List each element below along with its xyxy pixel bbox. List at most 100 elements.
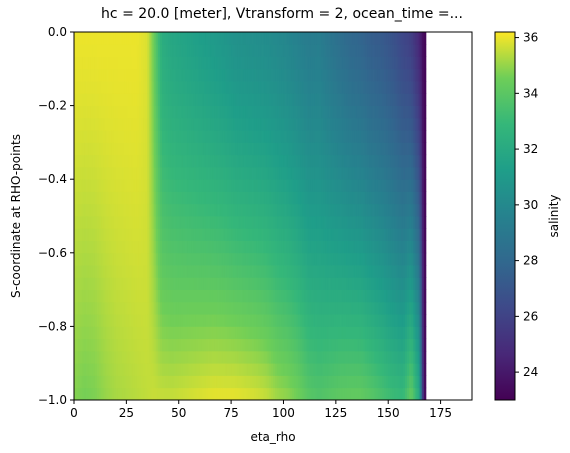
- heatmap-cell: [289, 68, 293, 82]
- heatmap-cell: [291, 191, 295, 205]
- heatmap-cell: [270, 228, 274, 241]
- heatmap-cell: [289, 130, 293, 143]
- heatmap-cell: [101, 44, 104, 57]
- heatmap-cell: [369, 105, 372, 119]
- heatmap-cell: [264, 228, 268, 241]
- heatmap-cell: [266, 154, 270, 168]
- heatmap-cell: [333, 105, 337, 119]
- heatmap-cell: [174, 68, 178, 82]
- heatmap-cell: [285, 326, 289, 340]
- heatmap-cell: [256, 81, 259, 94]
- heatmap-cell: [279, 265, 282, 278]
- heatmap-cell: [195, 179, 198, 192]
- heatmap-cell: [381, 387, 385, 401]
- heatmap-cell: [314, 301, 318, 315]
- heatmap-cell: [396, 166, 400, 180]
- heatmap-cell: [279, 387, 282, 401]
- heatmap-cell: [258, 277, 261, 290]
- heatmap-cell: [78, 228, 81, 241]
- heatmap-cell: [327, 375, 330, 389]
- heatmap-cell: [392, 289, 395, 303]
- heatmap-cell: [354, 301, 358, 315]
- heatmap-cell: [94, 68, 98, 82]
- heatmap-cell: [327, 68, 330, 82]
- heatmap-cell: [170, 350, 173, 364]
- heatmap-cell: [306, 314, 310, 327]
- heatmap-cell: [365, 166, 368, 180]
- heatmap-cell: [379, 154, 383, 168]
- heatmap-cell: [400, 326, 404, 340]
- heatmap-cell: [344, 179, 347, 192]
- heatmap-cell: [222, 44, 226, 57]
- heatmap-cell: [298, 338, 301, 352]
- heatmap-cell: [134, 289, 138, 303]
- heatmap-cell: [335, 105, 339, 119]
- heatmap-cell: [298, 387, 301, 401]
- heatmap-cell: [377, 44, 381, 57]
- heatmap-cell: [136, 93, 140, 106]
- heatmap-cell: [117, 350, 121, 364]
- heatmap-cell: [235, 363, 238, 376]
- heatmap-cell: [371, 166, 374, 180]
- heatmap-cell: [111, 81, 115, 94]
- heatmap-cell: [149, 142, 152, 156]
- heatmap-cell: [308, 277, 312, 290]
- heatmap-cell: [172, 387, 175, 401]
- heatmap-cell: [182, 191, 186, 205]
- heatmap-cell: [141, 216, 144, 229]
- heatmap-cell: [337, 93, 341, 106]
- heatmap-cell: [237, 56, 240, 70]
- heatmap-cell: [369, 228, 372, 241]
- heatmap-cell: [402, 130, 406, 143]
- heatmap-cell: [166, 117, 169, 131]
- heatmap-cell: [143, 350, 146, 364]
- heatmap-cell: [120, 179, 123, 192]
- heatmap-cell: [394, 117, 397, 131]
- heatmap-cell: [266, 93, 270, 106]
- heatmap-cell: [421, 203, 425, 217]
- heatmap-cell: [168, 314, 171, 327]
- heatmap-cell: [235, 142, 238, 156]
- heatmap-cell: [312, 56, 316, 70]
- heatmap-cell: [350, 338, 353, 352]
- heatmap-cell: [348, 166, 351, 180]
- heatmap-cell: [143, 68, 146, 82]
- heatmap-cell: [88, 375, 92, 389]
- heatmap-cell: [289, 277, 293, 290]
- heatmap-cell: [254, 228, 257, 241]
- heatmap-cell: [235, 166, 238, 180]
- heatmap-cell: [120, 68, 123, 82]
- heatmap-cell: [273, 252, 276, 266]
- heatmap-cell: [170, 277, 173, 290]
- heatmap-cell: [243, 130, 247, 143]
- heatmap-cell: [176, 179, 180, 192]
- heatmap-cell: [76, 56, 79, 70]
- heatmap-cell: [168, 154, 171, 168]
- heatmap-cell: [187, 44, 190, 57]
- heatmap-cell: [289, 252, 293, 266]
- heatmap-cell: [310, 44, 314, 57]
- heatmap-cell: [402, 289, 406, 303]
- heatmap-cell: [115, 326, 119, 340]
- heatmap-cell: [319, 240, 322, 254]
- heatmap-cell: [415, 154, 418, 168]
- heatmap-cell: [231, 130, 234, 143]
- heatmap-cell: [90, 228, 94, 241]
- heatmap-cell: [342, 203, 345, 217]
- heatmap-cell: [136, 338, 140, 352]
- heatmap-cell: [363, 203, 366, 217]
- heatmap-cell: [218, 142, 222, 156]
- heatmap-cell: [149, 191, 152, 205]
- heatmap-cell: [189, 93, 192, 106]
- heatmap-cell: [203, 314, 207, 327]
- heatmap-cell: [226, 375, 230, 389]
- heatmap-cell: [170, 326, 173, 340]
- heatmap-cell: [180, 301, 184, 315]
- heatmap-cell: [260, 375, 263, 389]
- heatmap-cell: [356, 387, 360, 401]
- heatmap-cell: [233, 191, 236, 205]
- heatmap-cell: [360, 289, 364, 303]
- heatmap-cell: [94, 350, 98, 364]
- heatmap-cell: [400, 105, 404, 119]
- heatmap-cell: [145, 216, 148, 229]
